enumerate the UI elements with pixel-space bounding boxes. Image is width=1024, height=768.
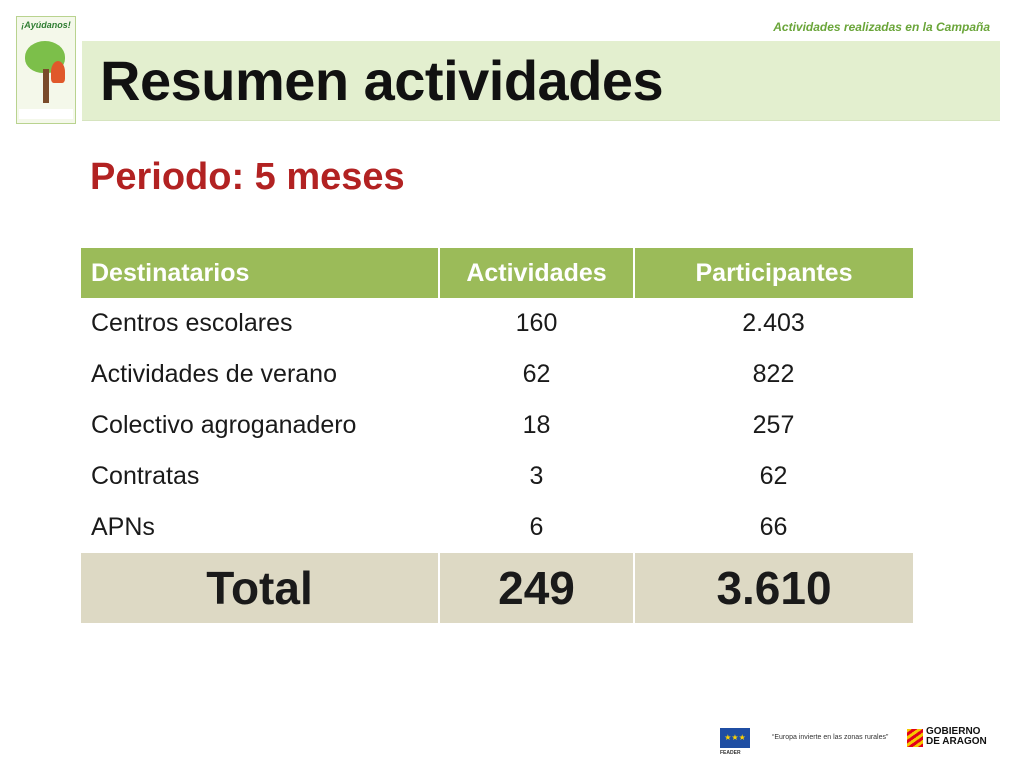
table-row: Contratas 3 62 — [81, 451, 913, 502]
feader-label: FEADER — [720, 750, 741, 756]
cell-actividades: 160 — [515, 309, 558, 337]
gobierno-aragon-logo: GOBIERNO DE ARAGON — [926, 727, 987, 747]
campaign-poster-logo: ¡Ayúdanos! — [16, 16, 76, 124]
cell-destinatario: Actividades de verano — [91, 360, 337, 388]
cell-actividades: 18 — [522, 411, 551, 439]
cell-actividades: 6 — [529, 513, 544, 541]
cell-actividades: 3 — [529, 462, 544, 490]
gov-line2: DE ARAGON — [926, 736, 987, 747]
eu-quote: “Europa invierte en las zonas rurales” — [772, 734, 889, 741]
poster-footer-strip — [19, 109, 73, 119]
cell-destinatario: Centros escolares — [91, 309, 293, 337]
summary-table: Destinatarios Actividades Participantes … — [81, 248, 913, 623]
column-header-actividades: Actividades — [439, 248, 635, 298]
gov-line1: GOBIERNO — [926, 726, 981, 737]
aragon-flag-icon — [907, 729, 923, 747]
cell-destinatario: Contratas — [91, 462, 200, 490]
fire-icon — [51, 61, 65, 83]
cell-destinatario: APNs — [91, 513, 155, 541]
column-header-destinatarios: Destinatarios — [81, 248, 440, 298]
column-header-participantes: Participantes — [634, 248, 913, 298]
cell-participantes: 66 — [759, 513, 788, 541]
cell-actividades: 62 — [522, 360, 551, 388]
total-participantes: 3.610 — [634, 553, 913, 623]
tree-trunk-icon — [43, 69, 49, 103]
cell-participantes: 62 — [759, 462, 788, 490]
eu-flag-icon: ★★★ — [720, 728, 750, 748]
total-actividades: 249 — [439, 553, 635, 623]
table-total-row: Total 249 3.610 — [81, 553, 913, 623]
poster-headline: ¡Ayúdanos! — [21, 20, 71, 30]
table-header-row: Destinatarios Actividades Participantes — [81, 248, 913, 298]
table-row: Centros escolares 160 2.403 — [81, 298, 913, 349]
total-label: Total — [81, 553, 440, 623]
period-subtitle: Periodo: 5 meses — [90, 156, 405, 198]
table-row: Actividades de verano 62 822 — [81, 349, 913, 400]
table-row: Colectivo agroganadero 18 257 — [81, 400, 913, 451]
footer-logos: ★★★ FEADER “Europa invierte en las zonas… — [720, 726, 995, 756]
table-row: APNs 6 66 — [81, 502, 913, 553]
cell-participantes: 822 — [752, 360, 795, 388]
cell-destinatario: Colectivo agroganadero — [91, 411, 357, 439]
cell-participantes: 257 — [752, 411, 795, 439]
slide-title: Resumen actividades — [100, 49, 664, 112]
title-band — [82, 41, 1000, 121]
cell-participantes: 2.403 — [742, 309, 805, 337]
campaign-header-note: Actividades realizadas en la Campaña — [773, 20, 990, 34]
